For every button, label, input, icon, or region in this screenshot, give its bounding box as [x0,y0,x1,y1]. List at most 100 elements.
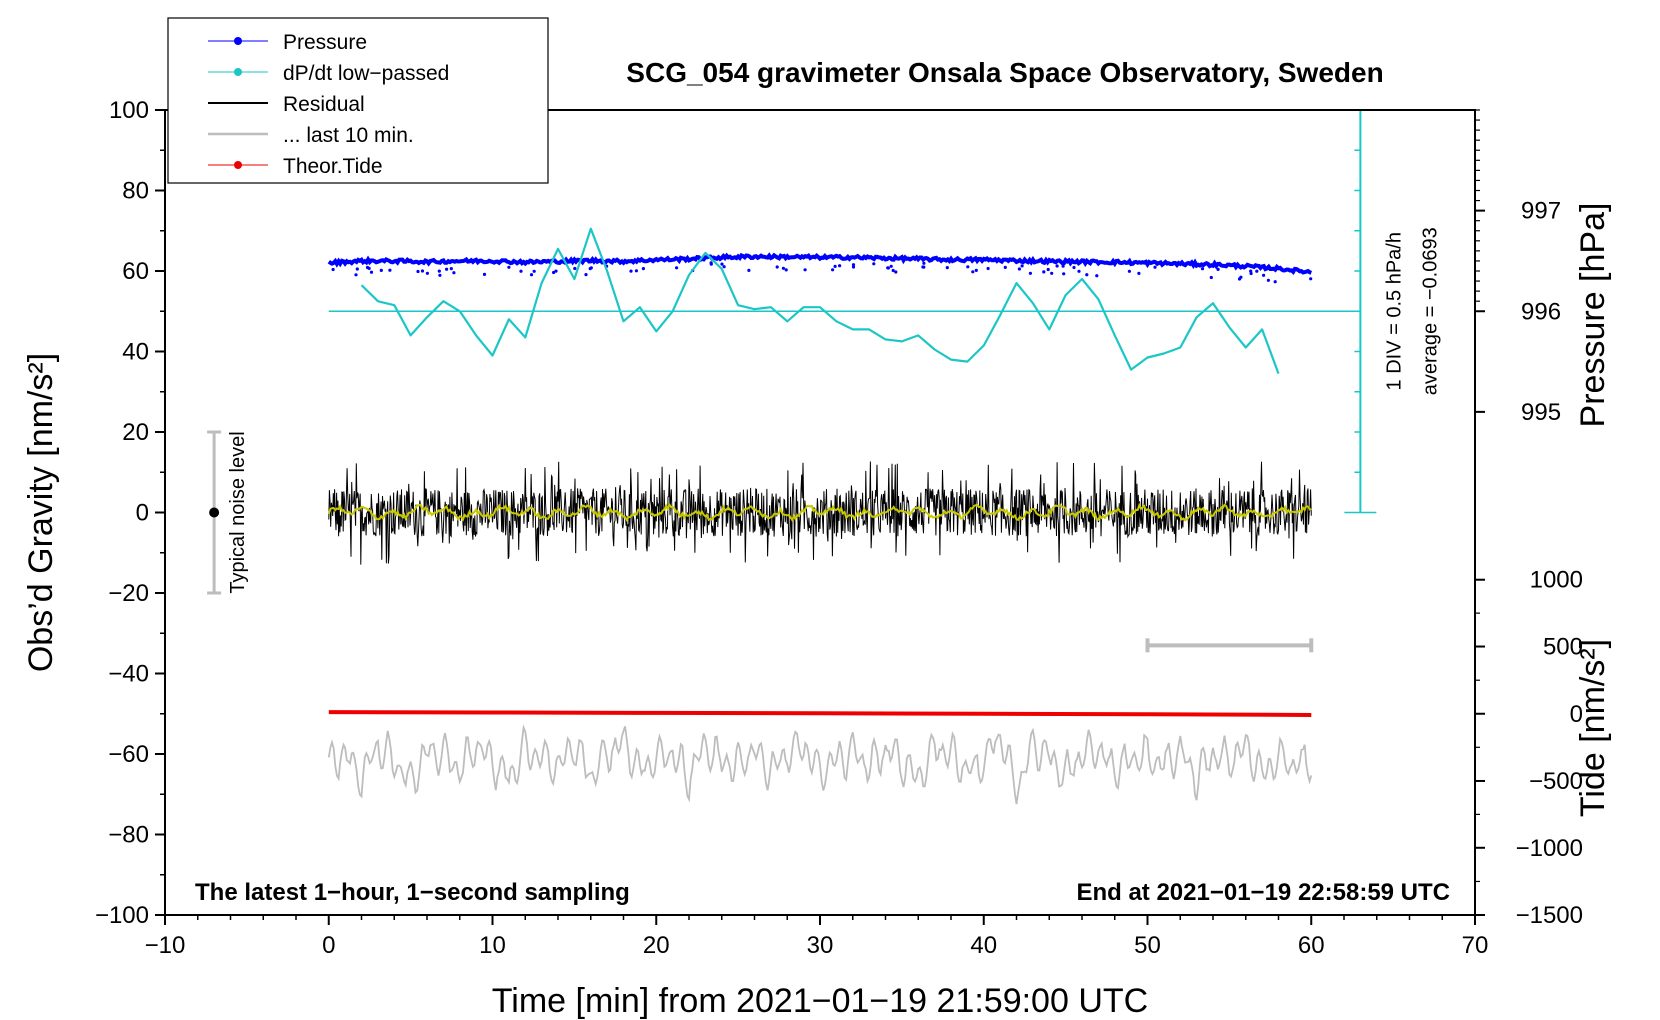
y-tick-label: −20 [108,580,149,607]
x-tick-label: 0 [322,932,335,959]
pressure-point [445,267,449,271]
legend-label: Pressure [283,31,367,54]
pressure-point [1095,274,1099,278]
y-axis-title-tide: Tide [nm/s²] [1574,639,1612,817]
pressure-point [851,265,856,269]
dpdt-line [360,227,1280,374]
tide-tick-label: −1500 [1516,902,1583,929]
pressure-point [709,262,713,266]
pressure-point [354,273,358,277]
y-tick-label: −60 [108,741,149,768]
pressure-point [416,269,420,274]
pressure-tick-label: 995 [1521,399,1561,426]
pressure-point [388,268,392,272]
pressure-point [1249,271,1253,276]
x-tick-label: 70 [1462,932,1489,959]
noise-bar-center-dot [209,507,220,518]
pressure-point [803,268,807,272]
x-tick-label: −10 [145,932,186,959]
residual-smoothed-line [327,502,1312,523]
pressure-point [634,269,639,273]
pressure-point [425,271,429,275]
y-tick-label: −80 [108,822,149,849]
y-tick-label: 80 [122,178,149,205]
legend-label: Theor.Tide [283,155,383,178]
pressure-point [891,268,895,273]
pressure-point [449,267,453,271]
y-tick-label: 60 [122,258,149,285]
pressure-point [554,269,558,273]
pressure-point [1266,278,1270,282]
sampling-note: The latest 1−hour, 1−second sampling [195,879,630,906]
pressure-point [1020,264,1024,268]
pressure-point [507,265,511,269]
pressure-point [1017,267,1022,271]
pressure-point [889,264,893,268]
pressure-point [833,264,837,268]
series-layer [327,227,1313,805]
pressure-point [573,266,577,271]
pressure-point [552,270,556,275]
pressure-point [355,267,359,271]
pressure-point [720,262,724,266]
x-tick-label: 30 [807,932,834,959]
pressure-point [379,268,383,272]
pressure-point [331,267,335,272]
pressure-point [420,269,425,273]
pressure-point [584,273,588,277]
pressure-point [1072,265,1076,270]
x-axis-title: Time [min] from 2021−01−19 21:59:00 UTC [492,982,1148,1020]
pressure-point [1062,272,1066,276]
pressure-tick-label: 996 [1521,298,1561,325]
pressure-point [588,267,592,271]
pressure-point [886,266,891,270]
x-tick-label: 50 [1134,932,1161,959]
y-tick-label: 0 [136,500,149,527]
pressure-point [1077,269,1081,273]
decorations-layer [207,109,1377,653]
last-10-min-line [327,724,1313,805]
pressure-point [831,268,835,272]
pressure-point [872,262,876,266]
pressure-point [1237,277,1242,281]
residual-line [328,461,1312,565]
pressure-point [452,271,456,275]
pressure-point [781,266,786,270]
y-axis-title-pressure: Pressure [hPa] [1574,203,1612,428]
pressure-point [1046,267,1050,272]
pressure-point [1137,271,1141,275]
pressure-point [1153,265,1157,269]
tide-tick-label: −500 [1529,768,1583,795]
chart-title: SCG_054 gravimeter Onsala Space Observat… [626,57,1383,88]
pressure-point [529,273,534,277]
legend-box [167,17,549,184]
dpdt-average-label: average = −0.0693 [1419,227,1441,395]
pressure-point [971,270,975,274]
pressure-point [945,266,949,270]
pressure-point [1262,273,1266,277]
pressure-point [1273,280,1277,284]
pressure-point [519,269,523,273]
pressure-point [641,267,646,271]
noise-level-label: Typical noise level [227,431,249,593]
pressure-point [1209,275,1213,280]
pressure-point [894,270,898,274]
y-axis-title-gravity: Obs’d Gravity [nm/s²] [22,353,60,672]
y-tick-label: 20 [122,419,149,446]
legend: Pressure dP/dt low−passed Residual ... last… [167,17,549,184]
legend-swatch-dot [234,68,242,76]
pressure-point [1200,267,1205,271]
pressure-point [629,269,633,273]
end-time-note: End at 2021−01−19 22:58:59 UTC [1076,879,1450,906]
plot-frame [164,109,1476,916]
pressure-point [438,273,442,277]
tide-tick-label: 1000 [1530,567,1583,594]
pressure-point [974,268,978,272]
pressure-point [367,266,371,270]
x-tick-label: 20 [643,932,670,959]
pressure-point [1028,271,1032,275]
pressure-point [922,261,926,265]
pressure-point [1085,273,1089,277]
pressure-point [775,265,779,269]
